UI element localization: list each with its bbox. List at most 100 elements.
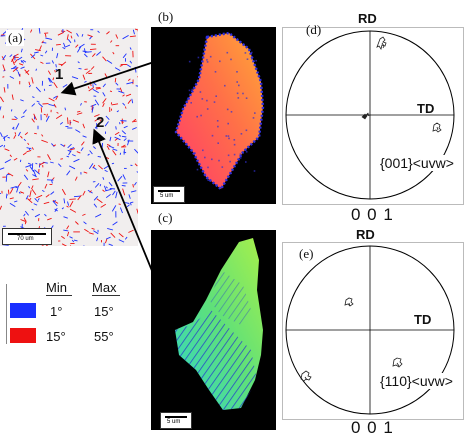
grain-boundary-segment bbox=[110, 188, 115, 189]
grain-boundary-segment bbox=[20, 160, 21, 162]
panel-e-letter: (e) bbox=[299, 246, 313, 262]
grain-boundary-segment bbox=[15, 132, 16, 134]
legend-header-underline bbox=[46, 295, 72, 296]
subgrain-pixel bbox=[230, 59, 232, 61]
subgrain-pixel bbox=[198, 57, 200, 59]
legend-row2-max: 55° bbox=[94, 329, 114, 344]
pole-cluster-e-upper bbox=[345, 298, 353, 306]
pole-d-texture-label: {001}<uvw> bbox=[379, 155, 455, 171]
subgrain-pixel bbox=[242, 93, 244, 95]
grain-boundary-segment bbox=[119, 204, 121, 205]
pole-cluster-d-top bbox=[377, 37, 386, 49]
subgrain-pixel bbox=[227, 123, 229, 125]
subgrain-pixel bbox=[245, 52, 247, 54]
legend-row1-min: 1° bbox=[50, 304, 62, 319]
subgrain-pixel bbox=[207, 108, 209, 110]
panel-a-scale-line bbox=[8, 233, 46, 235]
grain-boundary-map bbox=[0, 28, 138, 246]
legend-swatch-blue bbox=[10, 303, 36, 318]
panel-c-scale-box: 5 um bbox=[160, 412, 192, 429]
subgrain-pixel bbox=[255, 60, 257, 62]
grain-boundary-segment bbox=[11, 109, 12, 111]
misorientation-legend: Min Max 1° 15° 15° 55° bbox=[6, 280, 146, 350]
panel-a-letter: (a) bbox=[6, 30, 24, 46]
grain-boundary-segment bbox=[102, 143, 103, 148]
grain-boundary-segment bbox=[122, 185, 126, 186]
pole-cluster-d-center bbox=[362, 113, 369, 119]
grain-boundary-segment bbox=[74, 196, 80, 197]
subgrain-pixel bbox=[238, 97, 240, 99]
subgrain-pixel bbox=[246, 97, 248, 99]
subgrain-pixel bbox=[247, 58, 249, 60]
subgrain-pixel bbox=[236, 71, 238, 73]
subgrain-pixel bbox=[227, 109, 229, 111]
subgrain-pixel bbox=[217, 142, 219, 144]
grain-boundary-segment bbox=[8, 190, 9, 195]
subgrain-pixel bbox=[197, 169, 199, 171]
pole-e-index: 0 0 1 bbox=[351, 418, 394, 438]
grain-boundary-segment bbox=[6, 175, 7, 182]
subgrain-pixel bbox=[189, 61, 191, 63]
pole-d-rd-label: RD bbox=[358, 11, 377, 26]
marker-1: 1 bbox=[55, 66, 63, 83]
panel-b-scale-label: 5 um bbox=[160, 193, 173, 199]
grain-boundary-segment bbox=[2, 77, 4, 78]
subgrain-pixel bbox=[245, 161, 247, 163]
pole-cluster-d-right bbox=[433, 123, 441, 132]
subgrain-pixel bbox=[238, 85, 240, 87]
subgrain-pixel bbox=[218, 160, 220, 162]
subgrain-pixel bbox=[187, 99, 189, 101]
subgrain-pixel bbox=[234, 139, 236, 141]
subgrain-pixel bbox=[227, 52, 229, 54]
subgrain-pixel bbox=[196, 116, 198, 118]
subgrain-pixel bbox=[215, 71, 217, 73]
panel-b-scale-line bbox=[158, 190, 180, 192]
grain-boundary-segment bbox=[34, 133, 37, 134]
panel-b bbox=[151, 27, 276, 204]
panel-c-scale-line bbox=[165, 416, 187, 418]
subgrain-pixel bbox=[210, 56, 212, 58]
subgrain-pixel bbox=[237, 93, 239, 95]
subgrain-pixel bbox=[228, 135, 230, 137]
subgrain-pixel bbox=[234, 154, 236, 156]
panel-c bbox=[151, 230, 276, 430]
subgrain-pixel bbox=[194, 152, 196, 154]
legend-divider bbox=[6, 284, 7, 344]
pole-cluster-e-right bbox=[393, 358, 402, 367]
subgrain-pixel bbox=[207, 179, 209, 181]
pole-e-td-label: TD bbox=[414, 312, 431, 327]
grain-boundary-segment bbox=[112, 163, 114, 164]
subgrain-pixel bbox=[229, 161, 231, 163]
grain-boundary-segment bbox=[68, 117, 69, 124]
panel-a bbox=[0, 28, 138, 246]
subgrain-pixel bbox=[206, 59, 208, 61]
legend-header-max: Max bbox=[92, 280, 117, 295]
subgrain-pixel bbox=[200, 91, 202, 93]
subgrain-pixel bbox=[222, 166, 224, 168]
subgrain-pixel bbox=[251, 58, 253, 60]
orientation-map-c bbox=[151, 230, 276, 430]
subgrain-pixel bbox=[217, 126, 219, 128]
subgrain-pixel bbox=[206, 100, 208, 102]
subgrain-pixel bbox=[254, 112, 256, 114]
subgrain-pixel bbox=[246, 130, 248, 132]
orientation-map-b bbox=[151, 27, 276, 204]
subgrain-pixel bbox=[214, 101, 216, 103]
subgrain-pixel bbox=[217, 120, 219, 122]
legend-header-underline-2 bbox=[92, 295, 120, 296]
subgrain-pixel bbox=[191, 89, 193, 91]
pole-figure-d bbox=[282, 27, 462, 207]
grain-boundary-segment bbox=[79, 68, 82, 69]
subgrain-pixel bbox=[240, 153, 242, 155]
subgrain-pixel bbox=[240, 157, 242, 159]
panel-d-letter: (d) bbox=[306, 22, 321, 38]
subgrain-pixel bbox=[232, 169, 234, 171]
subgrain-pixel bbox=[191, 150, 193, 152]
grain-boundary-segment bbox=[121, 122, 123, 123]
subgrain-pixel bbox=[215, 95, 217, 97]
subgrain-pixel bbox=[234, 144, 236, 146]
legend-header-min: Min bbox=[46, 280, 67, 295]
grain-boundary-segment bbox=[36, 69, 37, 71]
grain-boundary-segment bbox=[1, 35, 4, 36]
grain-boundary-segment bbox=[60, 159, 63, 160]
